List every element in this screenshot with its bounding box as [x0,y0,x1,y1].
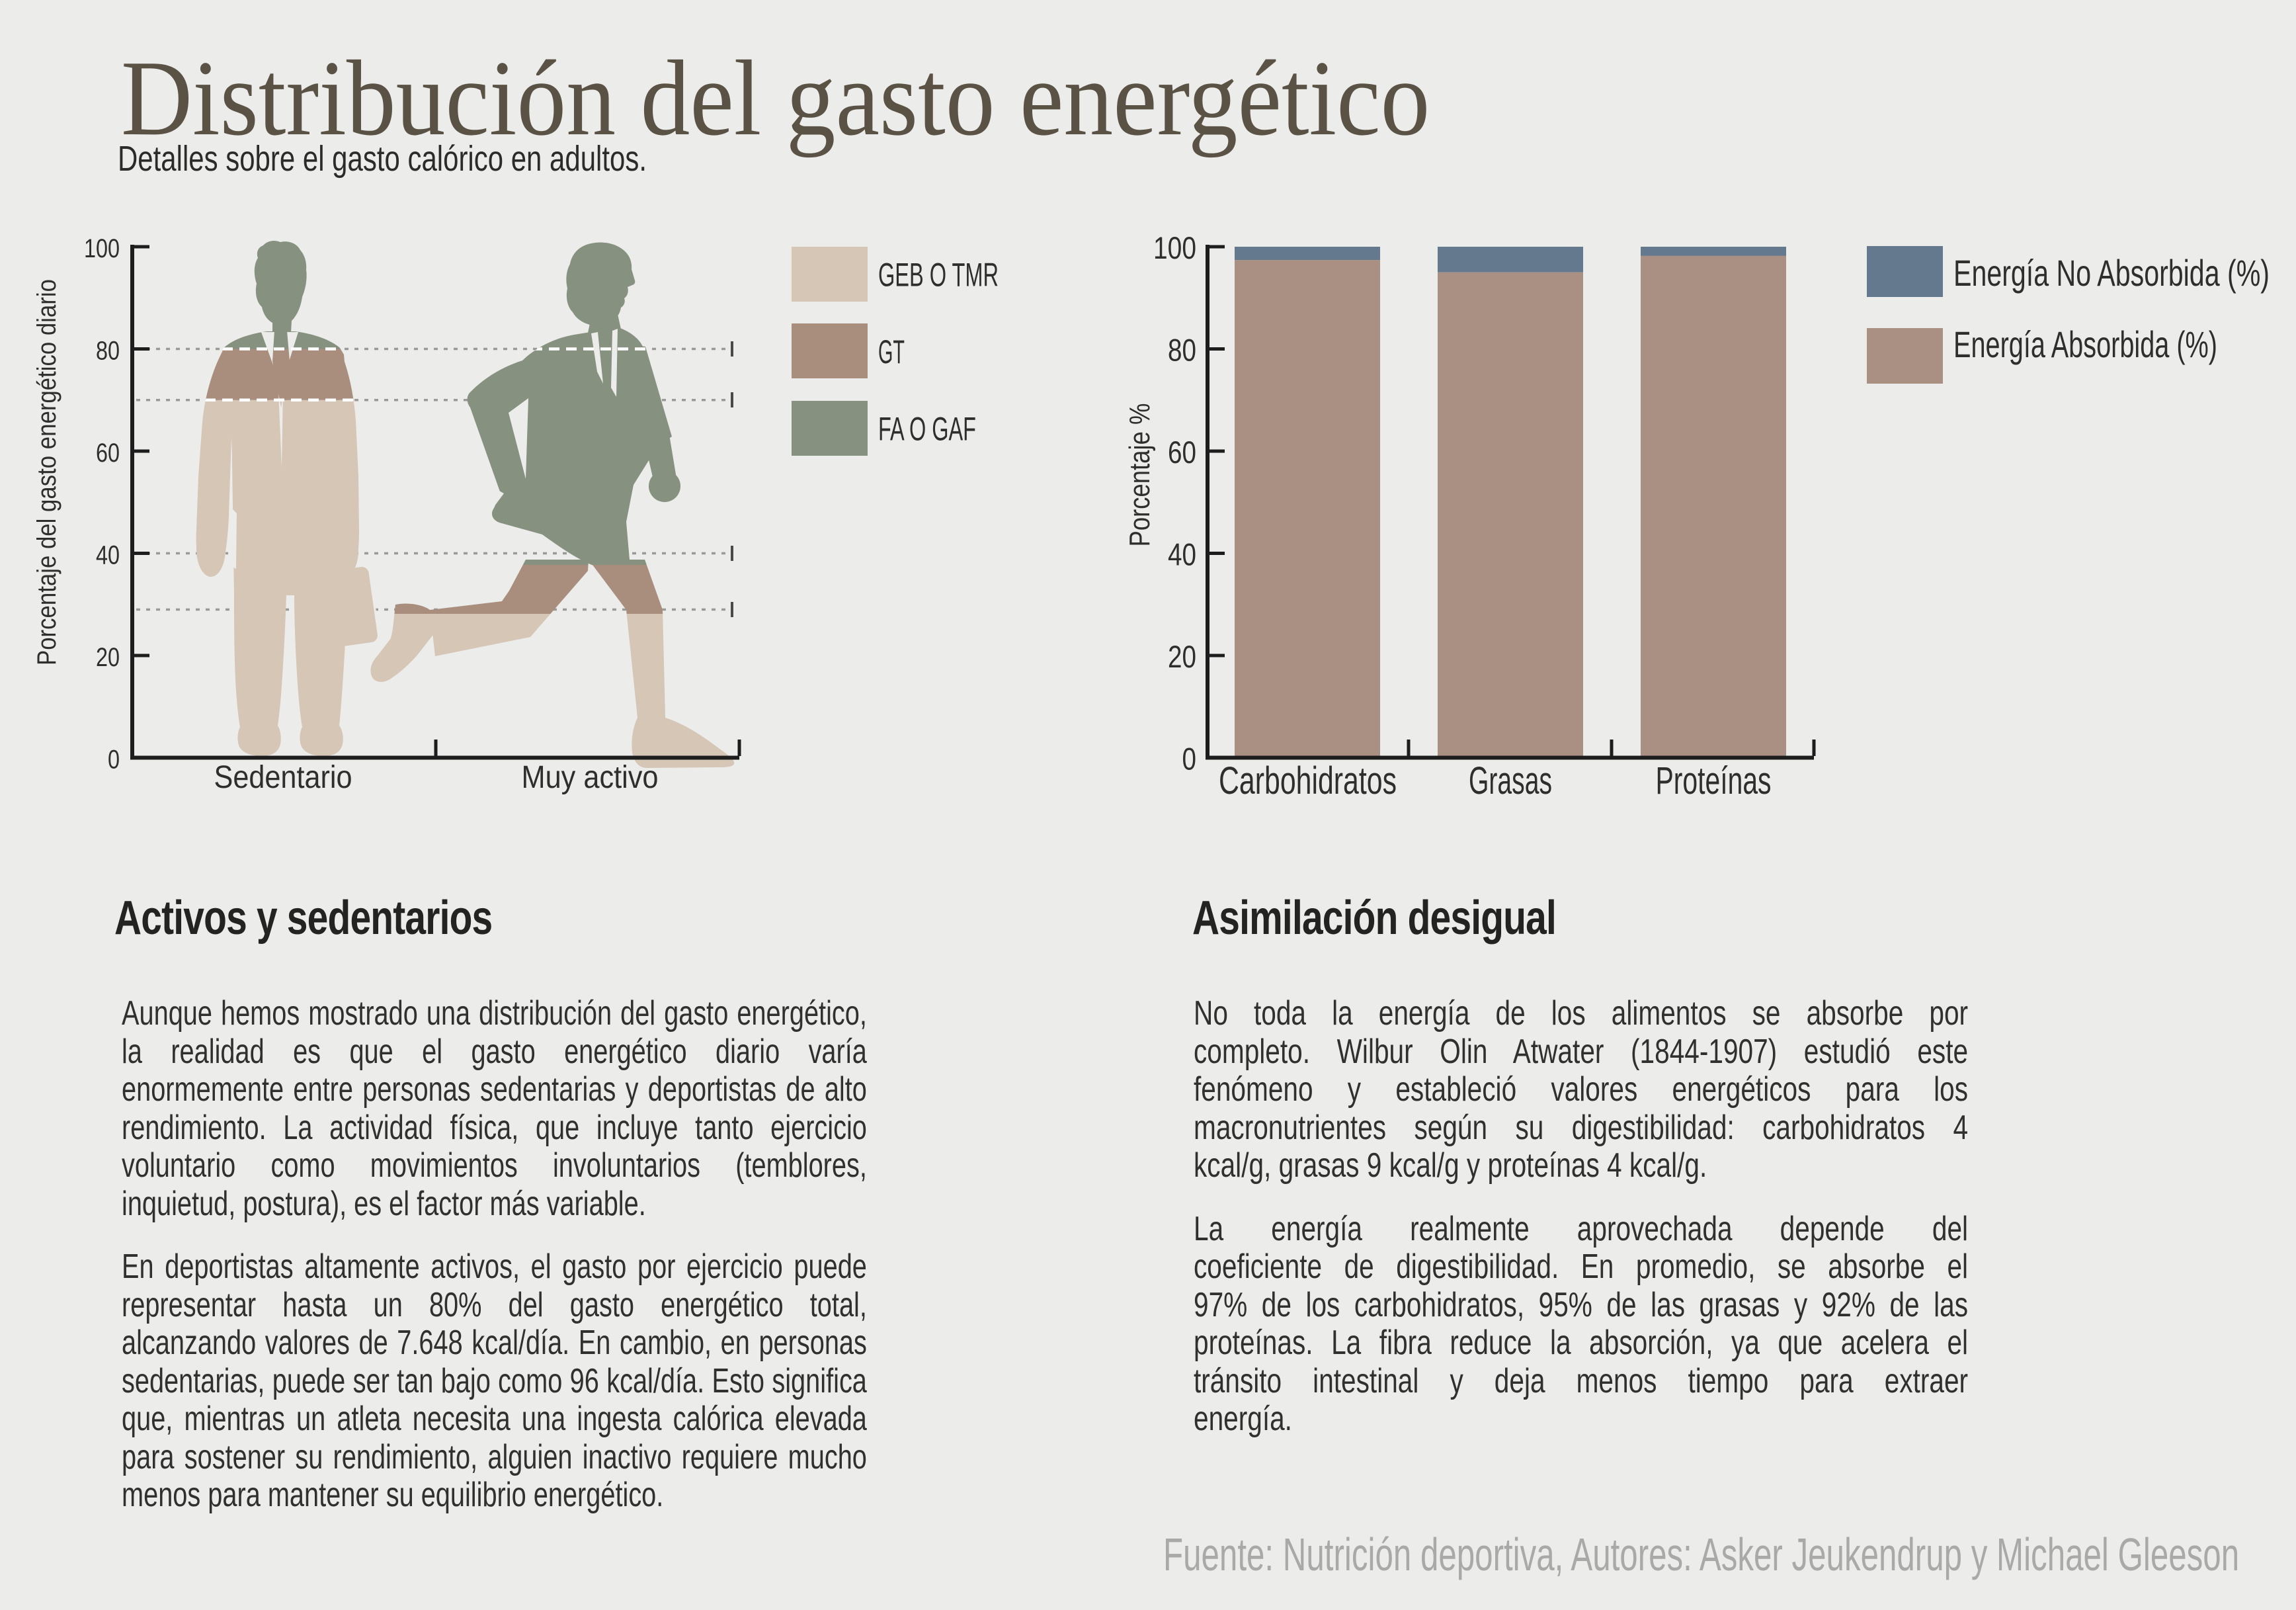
svg-text:Muy activo: Muy activo [522,760,659,795]
svg-text:40: 40 [96,541,120,570]
svg-text:40: 40 [1168,537,1196,572]
svg-text:Porcentaje del gasto energétic: Porcentaje del gasto energético diario [32,279,62,665]
svg-text:Energía No Absorbida (%): Energía No Absorbida (%) [1953,252,2270,294]
svg-text:GT: GT [878,333,905,370]
svg-text:Sedentario: Sedentario [214,760,352,795]
svg-text:0: 0 [108,745,120,775]
svg-text:Porcentaje %: Porcentaje % [1124,403,1156,547]
svg-text:FA O GAF: FA O GAF [878,411,976,448]
svg-text:0: 0 [1182,741,1197,777]
svg-text:Carbohidratos: Carbohidratos [1219,759,1397,802]
svg-text:Energía Absorbida (%): Energía Absorbida (%) [1953,323,2217,365]
svg-text:Grasas: Grasas [1469,759,1552,802]
svg-text:80: 80 [1168,333,1196,368]
svg-text:60: 60 [96,439,120,468]
svg-text:100: 100 [84,234,120,263]
svg-text:GEB O TMR: GEB O TMR [878,257,999,294]
svg-text:80: 80 [96,337,120,366]
svg-text:Proteínas: Proteínas [1656,759,1772,802]
svg-text:60: 60 [1168,435,1196,470]
svg-text:20: 20 [1168,639,1196,674]
svg-text:100: 100 [1153,230,1196,265]
svg-text:20: 20 [96,643,120,672]
